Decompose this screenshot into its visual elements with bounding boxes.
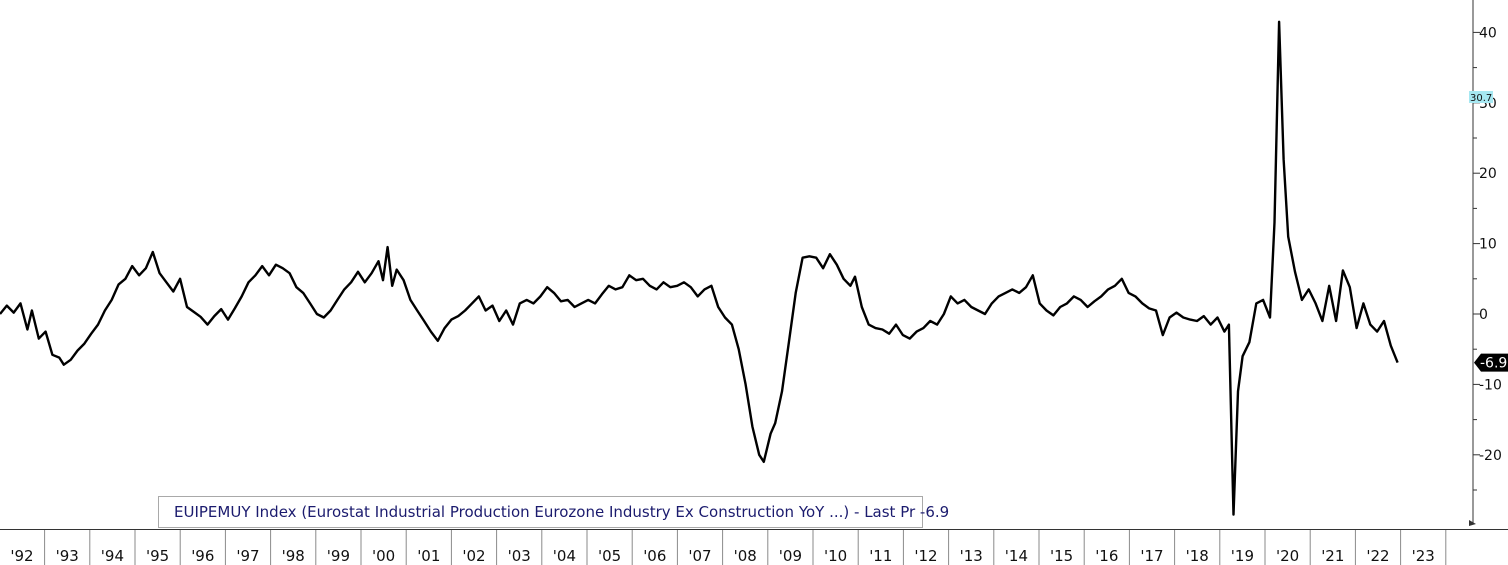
y-tick-label: 10 [1479, 237, 1497, 253]
axis-arrow-icon [1469, 520, 1476, 526]
y-tick-label: 40 [1479, 25, 1497, 41]
x-tick-label: '94 [101, 547, 124, 565]
x-tick-label: '96 [191, 547, 214, 565]
x-tick-label: '12 [914, 547, 937, 565]
x-tick-label: '97 [236, 547, 259, 565]
x-tick-label: '17 [1140, 547, 1163, 565]
x-tick-label: '04 [553, 547, 576, 565]
x-tick-label: '99 [327, 547, 350, 565]
x-tick-label: '03 [508, 547, 531, 565]
x-tick-label: '22 [1366, 547, 1389, 565]
last-value-badge [1474, 353, 1508, 372]
x-tick-label: '09 [779, 547, 802, 565]
x-tick-label: '02 [462, 547, 485, 565]
plot-area [0, 20, 1399, 516]
legend-label: EUIPEMUY Index (Eurostat Industrial Prod… [174, 503, 950, 521]
x-tick-label: '95 [146, 547, 169, 565]
x-tick-label: '10 [824, 547, 847, 565]
y-tick-label: -20 [1479, 448, 1502, 464]
x-tick-label: '92 [10, 547, 33, 565]
x-tick-label: '14 [1005, 547, 1028, 565]
y-tick-label: -10 [1479, 377, 1502, 393]
x-tick-label: '05 [598, 547, 621, 565]
x-tick-label: '18 [1186, 547, 1209, 565]
x-tick-label: '16 [1095, 547, 1118, 565]
x-tick-label: '11 [869, 547, 892, 565]
marker-badge [1469, 91, 1493, 103]
marker-label: 30.7 [1470, 93, 1492, 104]
x-tick-label: '08 [734, 547, 757, 565]
series-line [0, 20, 1399, 516]
y-tick-label: 20 [1479, 166, 1497, 182]
x-tick-label: '01 [417, 547, 440, 565]
x-tick-label: '93 [56, 547, 79, 565]
last-value-label: -6.9 [1480, 356, 1507, 372]
x-tick-label: '00 [372, 547, 395, 565]
x-axis: '92 '93 '94 '95 '96 '97 '98 '99 '00 '01 '02 '03 '04 '… [0, 529, 1508, 565]
x-tick-label: '13 [960, 547, 983, 565]
x-tick-label: '23 [1412, 547, 1435, 565]
x-tick-label: '20 [1276, 547, 1299, 565]
chart-legend: EUIPEMUY Index (Eurostat Industrial Prod… [158, 496, 949, 528]
x-tick-label: '21 [1321, 547, 1344, 565]
x-tick-label: '98 [282, 547, 305, 565]
x-tick-label: '19 [1231, 547, 1254, 565]
x-tick-label: '07 [688, 547, 711, 565]
value-badges: -6.9 30.7 [1469, 91, 1508, 372]
x-tick-label: '06 [643, 547, 666, 565]
y-tick-label: 0 [1479, 307, 1488, 323]
x-tick-label: '15 [1050, 547, 1073, 565]
